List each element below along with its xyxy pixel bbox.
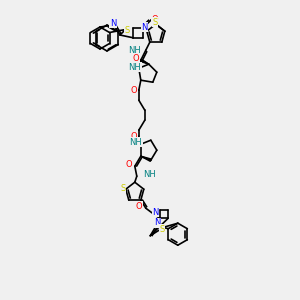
Text: N: N bbox=[142, 23, 148, 32]
Text: S: S bbox=[152, 18, 158, 27]
Text: S: S bbox=[120, 184, 125, 193]
Text: O: O bbox=[133, 54, 139, 63]
Text: O: O bbox=[125, 160, 132, 169]
Text: NH: NH bbox=[128, 46, 141, 55]
Text: NH: NH bbox=[143, 170, 156, 179]
Text: N: N bbox=[154, 218, 161, 227]
Polygon shape bbox=[140, 59, 149, 64]
Polygon shape bbox=[141, 156, 151, 161]
Text: N: N bbox=[110, 19, 116, 28]
Text: O: O bbox=[130, 86, 137, 95]
Text: S: S bbox=[159, 225, 164, 234]
Text: S: S bbox=[125, 26, 130, 35]
Text: NH: NH bbox=[129, 138, 142, 147]
Text: N: N bbox=[153, 208, 159, 217]
Text: O: O bbox=[130, 132, 137, 141]
Text: O: O bbox=[136, 202, 142, 211]
Text: O: O bbox=[152, 15, 158, 24]
Text: NH: NH bbox=[128, 63, 141, 72]
